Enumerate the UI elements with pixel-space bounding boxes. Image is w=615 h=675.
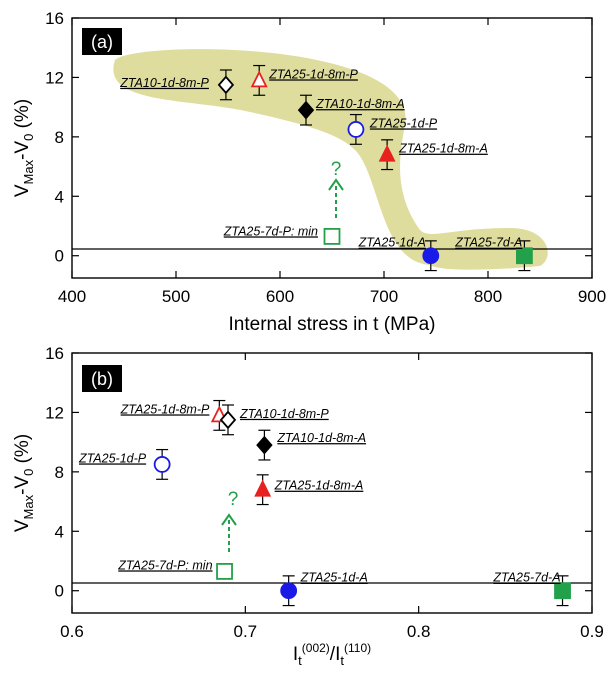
x-ticks: 400 500 600 700 800 900: [58, 18, 606, 306]
svg-text:?: ?: [228, 489, 239, 510]
arrow-b: ?: [221, 489, 239, 552]
marker-triangle-filled: [378, 144, 396, 162]
x-tick-label: 0.9: [580, 622, 604, 641]
y-tick-label: 12: [45, 403, 64, 422]
point-label: ZTA25-1d-P: [369, 116, 438, 130]
y-tick-label: 16: [45, 9, 64, 28]
x-ticks: 0.6 0.7 0.8 0.9: [60, 353, 604, 641]
point-label: ZTA25-7d-P: min: [117, 558, 212, 572]
svg-text:(b): (b): [91, 369, 113, 389]
point-label: ZTA25-1d-8m-A: [274, 479, 364, 493]
data-point: ZTA25-1d-A: [358, 236, 440, 272]
data-point: ZTA25-7d-P: min: [223, 224, 341, 245]
data-point: ZTA10-1d-8m-P: [219, 404, 329, 436]
x-tick-label: 600: [266, 287, 294, 306]
data-point: ZTA25-1d-8m-P: [250, 64, 359, 96]
point-label: ZTA10-1d-8m-P: [239, 407, 329, 421]
panel-b: 0.6 0.7 0.8 0.9 0 4 8 12 16 ZTA25-1d-8m-P ZTA10-…: [12, 344, 604, 668]
y-axis-title-b: VMax-V0 (%): [12, 434, 36, 532]
panel-label-a: (a): [82, 28, 122, 55]
point-label: ZTA25-1d-8m-A: [398, 142, 488, 156]
marker-square-open: [323, 227, 341, 245]
marker-circle-open: [153, 456, 171, 473]
x-axis-title-a: Internal stress in t (MPa): [229, 314, 436, 335]
point-label: ZTA25-7d-A: [454, 236, 522, 250]
plot-frame: [71, 17, 593, 279]
data-point: ZTA25-1d-A: [280, 571, 368, 607]
marker-diamond-filled: [297, 100, 315, 120]
data-point: ZTA25-7d-A: [492, 571, 571, 607]
point-label: ZTA25-1d-A: [358, 236, 426, 250]
marker-circle-filled: [422, 247, 440, 265]
x-axis-title-b: It(002)/It(110): [293, 641, 371, 668]
data-point: ZTA25-1d-8m-A: [254, 474, 364, 506]
x-tick-label: 0.7: [234, 622, 258, 641]
marker-square-filled: [516, 247, 533, 265]
y-tick-label: 8: [55, 463, 64, 482]
x-tick-label: 0.8: [407, 622, 431, 641]
data-point: ZTA25-1d-8m-A: [378, 139, 488, 171]
point-label: ZTA25-1d-8m-P: [120, 402, 210, 416]
point-label: ZTA25-7d-P: min: [223, 224, 318, 238]
data-point: ZTA10-1d-8m-P: [119, 69, 235, 101]
y-ticks: 0 4 8 12 16: [45, 9, 592, 266]
data-point: ZTA25-7d-P: min: [117, 558, 233, 580]
highlight-band: [113, 49, 548, 270]
x-tick-label: 400: [58, 287, 86, 306]
marker-square-open: [216, 563, 233, 580]
y-tick-label: 16: [45, 344, 64, 363]
y-tick-label: 8: [55, 128, 64, 147]
data-point: ZTA10-1d-8m-A: [256, 429, 366, 461]
panel-label-b: (b): [82, 365, 122, 392]
y-tick-label: 4: [55, 187, 64, 206]
marker-circle-filled: [280, 582, 298, 600]
point-label: ZTA10-1d-8m-A: [315, 97, 405, 111]
data-point: ZTA25-1d-8m-P: [120, 399, 228, 431]
plot-frame: [71, 352, 593, 614]
y-axis-title-a: VMax-V0 (%): [12, 99, 36, 197]
x-tick-label: 0.6: [60, 622, 84, 641]
y-tick-label: 4: [55, 522, 64, 541]
svg-text:(a): (a): [91, 32, 113, 52]
data-points: ZTA25-1d-8m-P ZTA10-1d-8m-P ZTA10-1d-8m-A Z…: [78, 399, 571, 607]
marker-triangle-filled: [254, 479, 272, 497]
svg-text:?: ?: [331, 159, 342, 180]
x-tick-label: 800: [474, 287, 502, 306]
x-tick-label: 700: [370, 287, 398, 306]
data-point: ZTA25-1d-P: [347, 113, 438, 145]
y-tick-label: 0: [55, 582, 64, 601]
y-tick-label: 0: [55, 247, 64, 266]
y-ticks: 0 4 8 12 16: [45, 344, 592, 601]
point-label: ZTA10-1d-8m-P: [119, 76, 209, 90]
point-label: ZTA25-1d-A: [300, 571, 368, 585]
data-point: ZTA25-1d-P: [78, 448, 171, 480]
point-label: ZTA25-1d-8m-P: [268, 67, 358, 81]
point-label: ZTA10-1d-8m-A: [276, 431, 366, 445]
arrow-a: ?: [328, 159, 344, 218]
x-tick-label: 900: [578, 287, 606, 306]
x-tick-label: 500: [162, 287, 190, 306]
data-point: ZTA10-1d-8m-A: [297, 94, 405, 126]
marker-circle-open: [347, 121, 365, 138]
data-points: ZTA10-1d-8m-P ZTA25-1d-8m-P ZTA10-1d-8m-A Z…: [119, 64, 533, 272]
marker-diamond-open: [219, 410, 237, 430]
panel-a: 400 500 600 700 800 900 0 4 8 12 16 ZTA10-1d-8m-P…: [12, 9, 606, 335]
point-label: ZTA25-1d-P: [78, 451, 147, 465]
data-point: ZTA25-7d-A: [454, 236, 533, 272]
marker-diamond-open: [217, 75, 235, 95]
marker-diamond-filled: [256, 435, 273, 455]
marker-square-filled: [554, 582, 571, 600]
marker-triangle-open: [250, 70, 268, 88]
point-label: ZTA25-7d-A: [492, 571, 560, 585]
y-tick-label: 12: [45, 68, 64, 87]
